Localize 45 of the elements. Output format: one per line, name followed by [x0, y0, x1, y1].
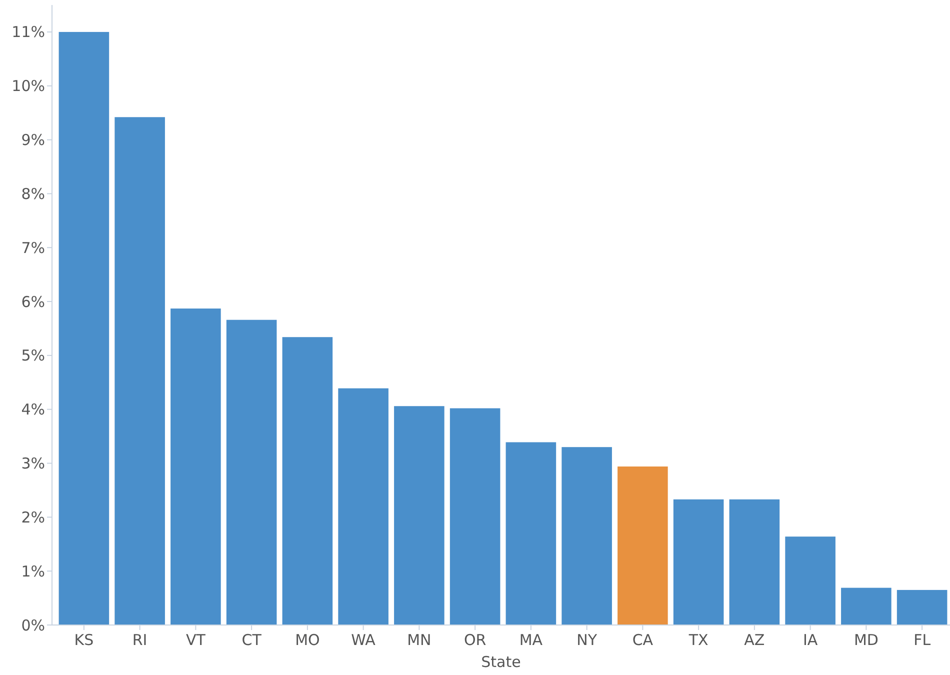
x-tick-label: AZ	[744, 631, 765, 649]
bar	[170, 308, 221, 625]
bar	[896, 590, 948, 625]
x-tick-label: OR	[464, 631, 486, 649]
bar	[114, 117, 165, 625]
y-tick-label: 10%	[12, 77, 45, 96]
x-tick-label: NY	[576, 631, 598, 649]
bar	[562, 447, 612, 625]
x-tick-label: CT	[242, 631, 262, 649]
bar	[785, 536, 836, 625]
y-tick-label: 2%	[21, 508, 45, 526]
y-tick-label: 7%	[21, 238, 45, 257]
x-axis-title: State	[481, 653, 521, 671]
x-tick-label: MA	[519, 631, 544, 649]
y-tick-label: 0%	[21, 616, 45, 634]
x-tick-label: MN	[407, 631, 432, 649]
x-tick-label: MD	[854, 631, 878, 649]
x-tick-label: KS	[74, 631, 94, 649]
x-tick-label: RI	[132, 631, 148, 649]
y-tick-label: 9%	[21, 131, 45, 150]
bar	[729, 499, 780, 625]
bar	[673, 499, 724, 625]
y-tick-label: 5%	[21, 346, 45, 365]
bar	[394, 406, 444, 625]
bar	[618, 466, 668, 625]
bar	[841, 588, 892, 625]
y-tick-label: 11%	[12, 23, 45, 42]
bar	[450, 408, 500, 625]
x-tick-label: MO	[295, 631, 320, 649]
bar	[338, 388, 388, 625]
y-tick-label: 1%	[21, 562, 45, 580]
bar	[226, 320, 277, 625]
x-tick-label: FL	[914, 631, 932, 649]
x-tick-label: VT	[186, 631, 206, 649]
x-tick-label: WA	[351, 631, 376, 649]
bar	[282, 337, 333, 625]
y-tick-label: 3%	[21, 454, 45, 473]
bar	[58, 32, 110, 625]
y-tick-label: 8%	[21, 184, 45, 203]
y-tick-label: 6%	[21, 292, 45, 311]
bar	[506, 442, 556, 625]
x-tick-label: IA	[802, 631, 818, 649]
y-tick-label: 4%	[21, 400, 45, 419]
x-tick-label: CA	[632, 631, 654, 649]
x-tick-label: TX	[688, 631, 708, 649]
